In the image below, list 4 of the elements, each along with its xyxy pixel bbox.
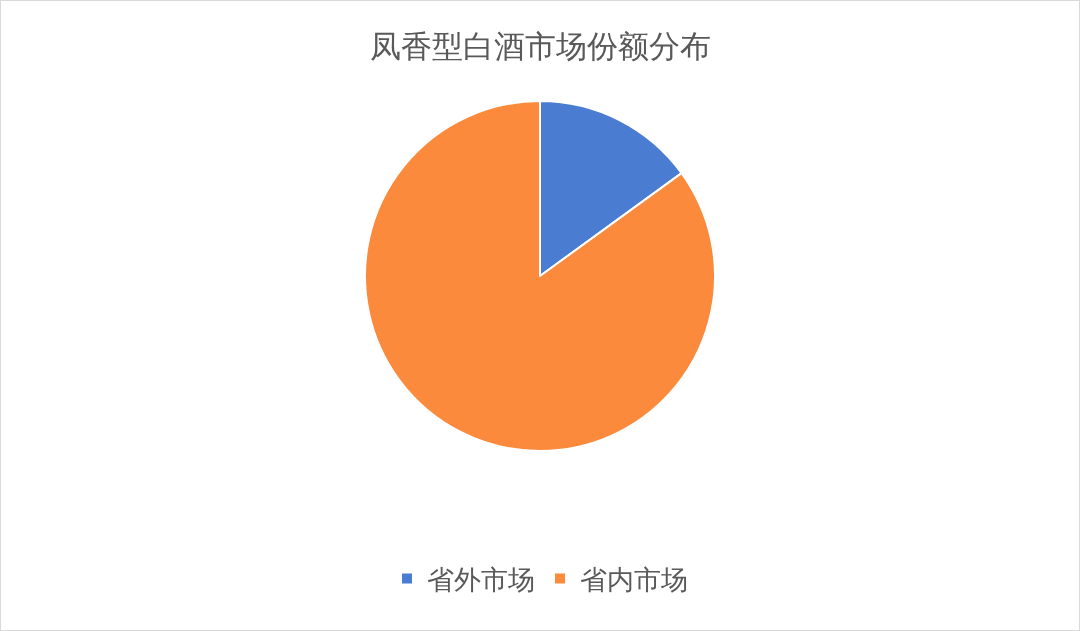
legend-label: 省内市场	[580, 564, 688, 596]
pie-slice	[364, 100, 716, 452]
legend-label: 省外市场	[427, 564, 535, 596]
chart-title: 凤香型白酒市场份额分布	[369, 27, 711, 64]
